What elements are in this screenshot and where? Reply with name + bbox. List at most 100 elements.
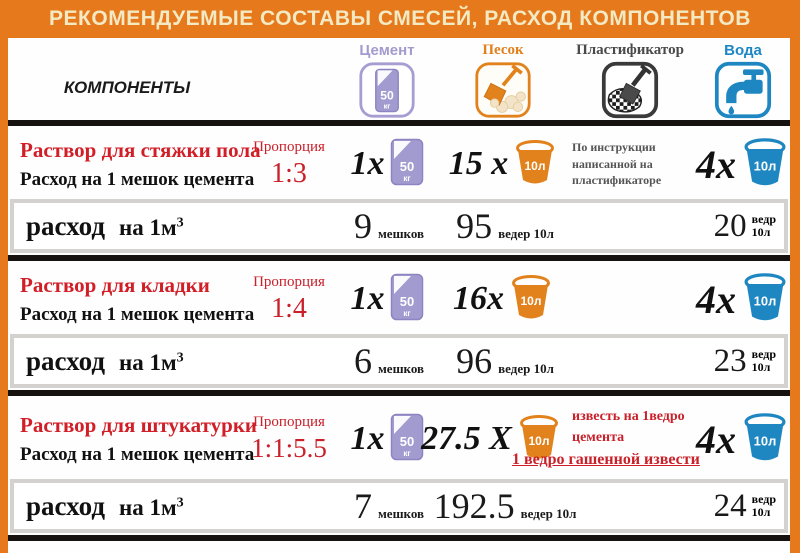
svg-text:50: 50 — [399, 159, 413, 174]
section-subtitle: Расход на 1 мешок цемента — [20, 303, 255, 325]
proportion-label: Пропорция — [253, 414, 325, 430]
plasticizer-note-cell: По инструкции написанной на пластификато… — [564, 139, 696, 189]
column-header-plasticizer: Пластификатор — [564, 38, 696, 124]
consumption-row: расход на 1м3 7 мешков 192.5 ведер 10л 2… — [10, 479, 788, 533]
sand-qty-cell: 15 x 10л — [442, 137, 564, 192]
section-floor-screed: Раствор для стяжки пола Расход на 1 мешо… — [8, 129, 790, 253]
consumption-water: 23 ведр 10л — [713, 342, 776, 379]
sand-count: 15 x — [448, 145, 509, 182]
cement-bag-icon: 50 кг — [358, 61, 416, 124]
section-subtitle: Расход на 1 мешок цемента — [20, 168, 255, 190]
svg-text:10л: 10л — [521, 294, 542, 308]
consumption-cement: 6 мешков — [353, 341, 425, 381]
svg-text:10л: 10л — [754, 158, 777, 173]
svg-text:10л: 10л — [754, 293, 777, 308]
consumption-label: расход на 1м3 — [26, 210, 184, 241]
svg-text:кг: кг — [403, 309, 411, 318]
proportion-value: 1:3 — [271, 157, 307, 189]
cement-qty-cell: 1x 50 кг — [332, 413, 442, 466]
column-header-sand: Песок — [442, 38, 564, 124]
divider — [8, 255, 790, 261]
sand-qty-cell: 27.5 X 10л — [418, 412, 564, 467]
page-title: РЕКОМЕНДУЕМЫЕ СОСТАВЫ СМЕСЕЙ, РАСХОД КОМ… — [49, 7, 751, 30]
cement-bag-small-icon: 50 кг — [390, 138, 424, 191]
consumption-sand: 192.5 ведер 10л — [433, 486, 577, 526]
section-main-row: Раствор для кладки Расход на 1 мешок цем… — [8, 264, 790, 334]
consumption-cement: 7 мешков — [353, 486, 425, 526]
section-masonry: Раствор для кладки Расход на 1 мешок цем… — [8, 264, 790, 388]
bucket-water-icon: 10л — [741, 410, 789, 469]
section-label-cell: Раствор для штукатурки Расход на 1 мешок… — [8, 412, 258, 466]
sand-count: 16x — [453, 280, 504, 317]
sand-label: Песок — [482, 42, 524, 58]
svg-text:10л: 10л — [528, 434, 549, 448]
cement-count: 1x — [350, 145, 385, 182]
proportion-value: 1:1:5.5 — [251, 433, 327, 463]
water-qty-cell: 4x 10л — [696, 135, 795, 194]
water-count: 4x — [696, 416, 736, 462]
svg-text:кг: кг — [384, 102, 391, 111]
proportion-cell: Пропорция 1:4 — [246, 274, 332, 325]
cement-bag-small-icon: 50 кг — [390, 413, 424, 466]
bucket-water-icon: 10л — [741, 135, 789, 194]
svg-text:50: 50 — [399, 294, 413, 309]
consumption-water: 20 ведр 10л — [713, 207, 776, 244]
column-header-cement: Цемент 50 кг — [332, 38, 442, 124]
proportion-label: Пропорция — [253, 273, 325, 290]
bucket-sand-icon: 10л — [513, 137, 557, 192]
consumption-label: расход на 1м3 — [26, 345, 184, 376]
bucket-water-icon: 10л — [741, 270, 789, 329]
proportion-cell: Пропорция 1:1:5.5 — [246, 414, 332, 464]
svg-text:кг: кг — [403, 174, 411, 183]
section-plaster: Раствор для штукатурки Расход на 1 мешок… — [8, 399, 790, 533]
cement-qty-cell: 1x 50 кг — [332, 138, 442, 191]
water-count: 4x — [696, 141, 736, 187]
sand-shovel-icon — [474, 61, 532, 124]
section-main-row: Раствор для штукатурки Расход на 1 мешок… — [8, 399, 790, 479]
proportion-cell: Пропорция 1:3 — [246, 139, 332, 190]
lime-note-underlined: 1 ведро гашенной извести — [512, 451, 700, 468]
bucket-sand-icon: 10л — [509, 272, 553, 327]
bucket-sand-icon: 10л — [517, 412, 561, 467]
section-name: Раствор для штукатурки — [20, 412, 258, 437]
sand-count: 27.5 X — [421, 420, 512, 457]
svg-text:10л: 10л — [754, 433, 777, 448]
consumption-label: расход на 1м3 — [26, 490, 184, 521]
consumption-water: 24 ведр 10л — [713, 487, 776, 524]
divider — [8, 535, 790, 541]
cement-count: 1x — [350, 280, 385, 317]
divider — [8, 390, 790, 396]
section-label-cell: Раствор для стяжки пола Расход на 1 мешо… — [8, 137, 261, 191]
plasticizer-note: По инструкции написанной на пластификато… — [572, 139, 662, 188]
cement-bag-small-icon: 50 кг — [390, 273, 424, 326]
column-header-water: Вода — [696, 38, 790, 124]
section-label-cell: Раствор для кладки Расход на 1 мешок цем… — [8, 272, 255, 326]
consumption-cement: 9 мешков — [353, 206, 425, 246]
consumption-row: расход на 1м3 6 мешков 96 ведер 10л 23 в… — [10, 334, 788, 388]
svg-text:50: 50 — [399, 434, 413, 449]
consumption-row: расход на 1м3 9 мешков 95 ведер 10л 20 в… — [10, 199, 788, 253]
consumption-sand: 96 ведер 10л — [456, 341, 554, 381]
section-name: Раствор для стяжки пола — [20, 137, 261, 162]
consumption-sand: 95 ведер 10л — [456, 206, 554, 246]
lime-note: известь на 1ведро цемента 1 ведро гашенн… — [512, 406, 700, 472]
water-qty-cell: 4x 10л — [696, 270, 795, 329]
cement-label: Цемент — [359, 42, 415, 59]
water-tap-icon — [714, 61, 772, 124]
section-name: Раствор для кладки — [20, 272, 210, 297]
proportion-value: 1:4 — [271, 292, 307, 324]
cement-qty-cell: 1x 50 кг — [332, 273, 442, 326]
water-label: Вода — [724, 42, 762, 59]
section-main-row: Раствор для стяжки пола Расход на 1 мешо… — [8, 129, 790, 199]
divider — [8, 120, 790, 126]
title-bar: РЕКОМЕНДУЕМЫЕ СОСТАВЫ СМЕСЕЙ, РАСХОД КОМ… — [0, 0, 800, 38]
table-content: КОМПОНЕНТЫ Цемент 50 кг Песок — [8, 38, 790, 553]
cement-count: 1x — [350, 420, 385, 457]
components-header-row: КОМПОНЕНТЫ Цемент 50 кг Песок — [8, 38, 790, 119]
plasticizer-shovel-icon — [601, 61, 659, 124]
svg-text:10л: 10л — [525, 159, 546, 173]
sand-qty-cell: 16x 10л — [442, 272, 564, 327]
svg-text:50: 50 — [380, 88, 394, 102]
plasticizer-label: Пластификатор — [576, 42, 684, 58]
